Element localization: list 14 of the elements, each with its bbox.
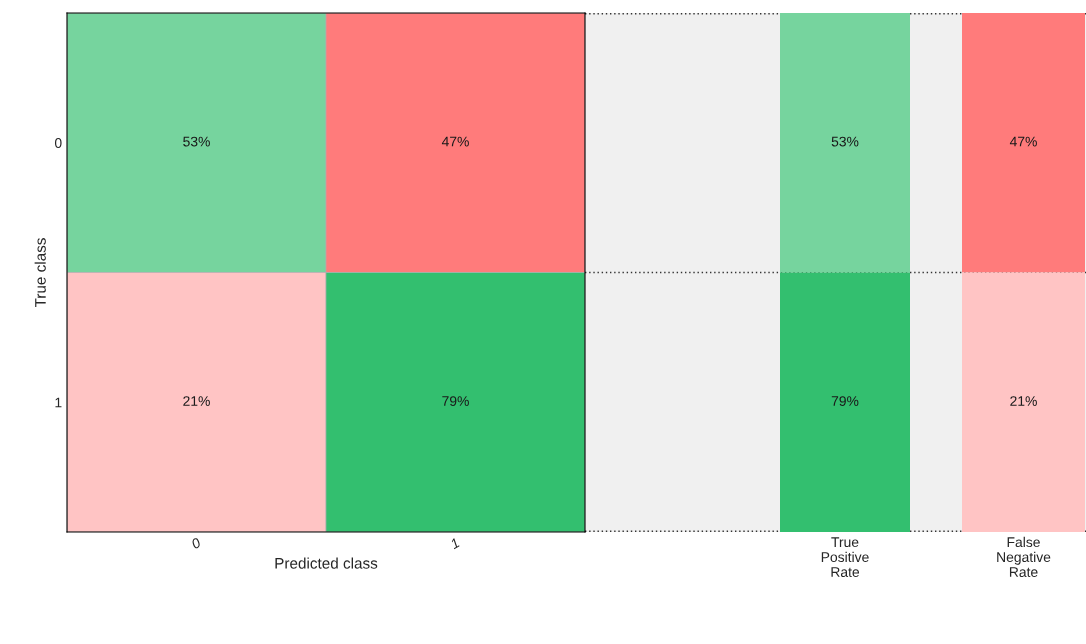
data-label: 53% (831, 136, 859, 147)
data-label: 21% (1010, 396, 1037, 406)
x-axis-title: Predicted class (275, 557, 378, 569)
x-tick-label: True Positive Rate (821, 537, 869, 577)
y-axis-title: True class (34, 238, 46, 308)
data-label: 47% (441, 136, 469, 147)
data-label: 21% (183, 396, 210, 406)
x-tick-label: False Negative Rate (997, 536, 1051, 577)
data-label: 79% (442, 396, 469, 406)
data-label: 79% (831, 396, 859, 406)
x-tick-label: 0 (190, 537, 202, 550)
data-label: 53% (183, 136, 210, 147)
x-tick-label: 1 (449, 537, 460, 550)
data-label: 47% (1009, 136, 1037, 147)
